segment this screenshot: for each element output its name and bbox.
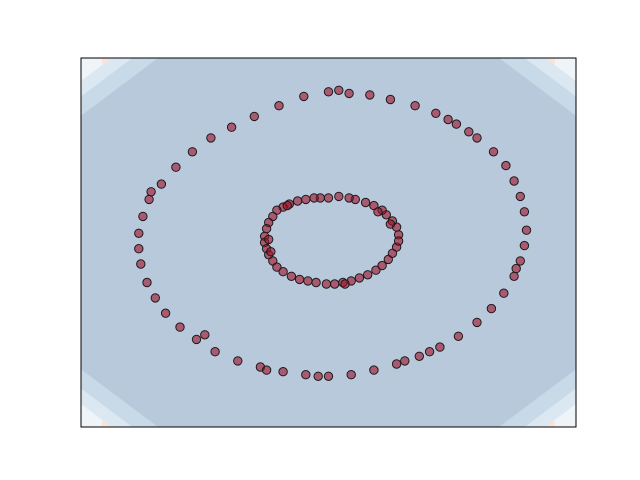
data-point [311, 277, 321, 288]
axes-frame [80, 57, 577, 428]
data-point [274, 101, 284, 111]
data-point [344, 193, 354, 203]
data-point [340, 279, 350, 289]
data-point [431, 108, 441, 119]
data-point [150, 293, 161, 303]
data-point [292, 196, 303, 206]
data-point [385, 94, 396, 105]
data-point [373, 207, 383, 217]
data-point [160, 308, 171, 318]
data-point [334, 191, 344, 202]
data-point [299, 91, 309, 102]
data-point [360, 197, 371, 208]
data-point [400, 356, 410, 366]
data-point [410, 101, 420, 111]
data-point [344, 88, 354, 99]
data-point [175, 322, 185, 332]
data-point [261, 224, 272, 234]
data-point [464, 127, 474, 137]
scatter-points [134, 85, 532, 381]
data-point [486, 303, 497, 314]
data-point [303, 276, 313, 286]
data-point [323, 371, 334, 381]
data-point [144, 194, 154, 205]
data-point [278, 367, 288, 377]
data-point [509, 176, 519, 186]
data-point [451, 119, 462, 129]
data-point [321, 279, 332, 289]
data-point [249, 111, 260, 122]
data-point [146, 187, 156, 197]
data-point [134, 244, 144, 254]
data-point [233, 356, 243, 366]
data-point [187, 147, 198, 157]
data-point [210, 347, 220, 357]
data-point [519, 240, 530, 251]
data-point [393, 236, 404, 246]
data-point [266, 247, 276, 257]
data-point [301, 370, 311, 380]
data-point [226, 122, 237, 132]
data-point [414, 351, 424, 361]
data-point [346, 370, 356, 380]
data-point [472, 317, 482, 328]
data-point [191, 334, 202, 345]
data-point [435, 342, 445, 352]
data-point [294, 274, 305, 285]
data-point [515, 256, 525, 266]
data-point [261, 365, 272, 375]
data-point [515, 191, 525, 202]
data-point [330, 279, 340, 289]
data-point [334, 85, 344, 96]
data-point [264, 234, 274, 245]
data-point [365, 90, 375, 100]
data-point [323, 87, 334, 97]
data-point [136, 259, 146, 269]
data-point [313, 371, 323, 381]
data-point [354, 273, 365, 283]
data-point [134, 228, 144, 239]
data-point [488, 147, 499, 157]
data-point [509, 271, 519, 281]
data-point [472, 133, 482, 143]
data-point [138, 211, 148, 222]
data-point [377, 260, 387, 271]
data-point [453, 331, 464, 341]
data-point [156, 179, 167, 189]
data-point [424, 347, 435, 357]
data-point [521, 225, 532, 235]
data-point [519, 207, 530, 217]
data-point [206, 133, 216, 143]
data-point [323, 193, 334, 203]
data-point [278, 267, 288, 277]
data-point [501, 160, 511, 171]
data-point [499, 288, 509, 298]
data-point [391, 359, 402, 369]
data-point [200, 330, 210, 340]
data-point [385, 219, 396, 229]
data-point [443, 114, 453, 125]
data-point [511, 263, 521, 274]
data-point [309, 193, 319, 203]
data-point [272, 262, 282, 272]
data-point [286, 271, 297, 281]
data-point [371, 265, 381, 275]
data-point [142, 277, 152, 288]
data-point [282, 200, 292, 211]
data-point [301, 194, 311, 205]
data-point [363, 270, 373, 280]
data-point [369, 365, 379, 375]
data-point [171, 162, 181, 172]
